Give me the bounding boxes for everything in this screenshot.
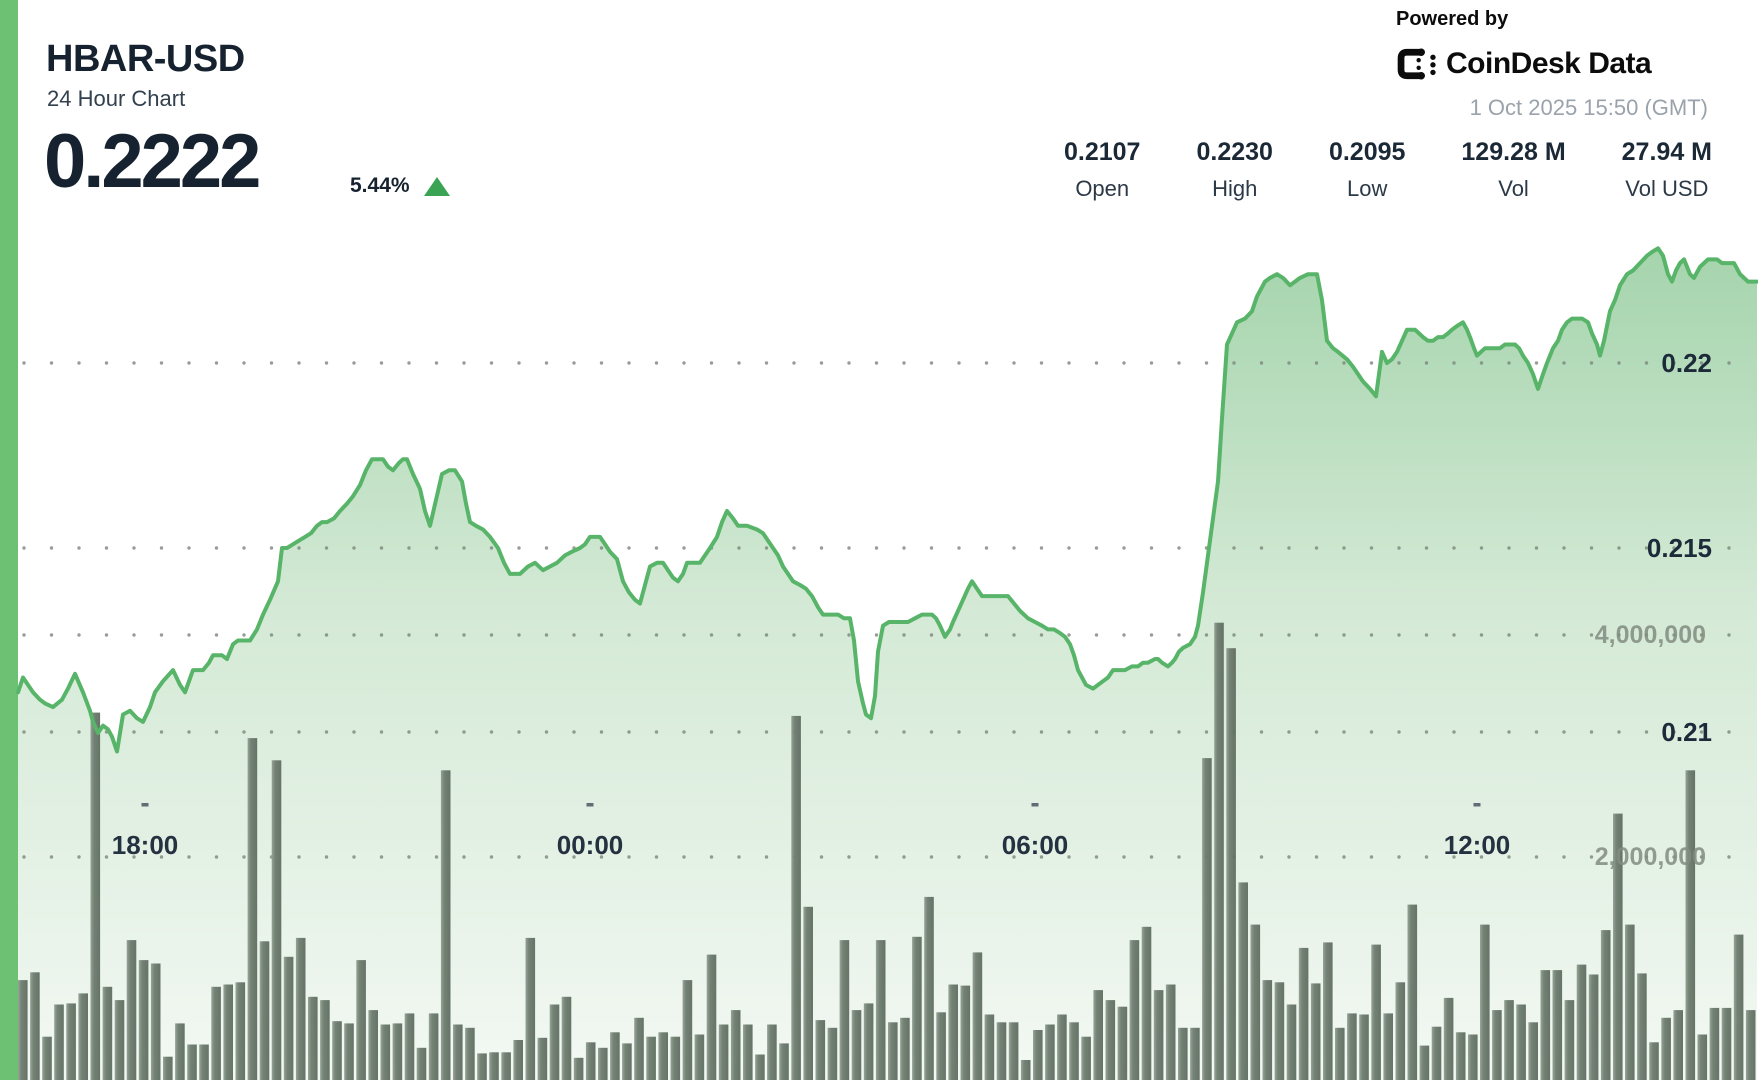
- volume-bars: [18, 622, 1756, 1080]
- stat-value: 27.94 M: [1621, 138, 1712, 166]
- change-percent: 5.44%: [350, 174, 410, 197]
- stat-high: 0.2230 High: [1196, 138, 1272, 202]
- time-axis-label: 18:00: [111, 830, 179, 860]
- left-accent-bar: [0, 0, 18, 1080]
- coindesk-branding[interactable]: Powered by CoinDesk Data 1 Oct 2025 15:5…: [1396, 8, 1708, 121]
- stat-label: High: [1212, 176, 1258, 201]
- stat-vol: 129.28 M Vol: [1461, 138, 1565, 202]
- up-triangle-icon: [423, 176, 450, 196]
- stat-value: 0.2230: [1196, 138, 1273, 166]
- price-axis-label: 0.22: [1661, 348, 1712, 378]
- price-axis-label: 0.215: [1646, 533, 1712, 563]
- stat-value: 129.28 M: [1461, 138, 1566, 166]
- dotted-gridlines: [22, 361, 1731, 859]
- stat-low: 0.2095 Low: [1329, 138, 1405, 202]
- timestamp: 1 Oct 2025 15:50 (GMT): [1469, 95, 1708, 120]
- stat-open: 0.2107 Open: [1064, 138, 1140, 202]
- stat-vol-usd: 27.94 M Vol USD: [1622, 138, 1712, 202]
- coindesk-logo[interactable]: CoinDesk Data: [1396, 45, 1708, 83]
- stat-label: Open: [1075, 176, 1130, 201]
- price-axis-label: 0.21: [1661, 717, 1712, 747]
- symbol-title: HBAR-USD: [46, 38, 245, 80]
- price-area-fill: [18, 248, 1757, 1080]
- volume-axis-label: 2,000,000: [1594, 843, 1706, 871]
- price-line: [16, 246, 1758, 754]
- ohlc-stats-row: 0.2107 Open 0.2230 High 0.2095 Low 129.28 M Vol…: [1064, 138, 1712, 202]
- coindesk-logo-text: CoinDesk Data: [1446, 47, 1652, 80]
- powered-by-text: Powered by: [1396, 8, 1509, 30]
- time-axis-label: 00:00: [556, 830, 624, 860]
- volume-axis-label: 4,000,000: [1594, 621, 1706, 649]
- current-price: 0.2222: [44, 119, 261, 204]
- stat-label: Vol: [1498, 176, 1529, 201]
- stat-value: 0.2095: [1328, 138, 1406, 166]
- x-axis-tick-marks: [141, 803, 1481, 807]
- coindesk-logo-icon: [1397, 48, 1436, 80]
- stat-value: 0.2107: [1064, 138, 1141, 166]
- stat-label: Vol USD: [1625, 176, 1709, 201]
- stat-label: Low: [1346, 176, 1388, 201]
- price-change: 5.44%: [350, 174, 450, 198]
- time-axis-label: 12:00: [1443, 830, 1511, 860]
- time-axis-label: 06:00: [1001, 830, 1069, 860]
- chart-subtitle: 24 Hour Chart: [47, 86, 186, 111]
